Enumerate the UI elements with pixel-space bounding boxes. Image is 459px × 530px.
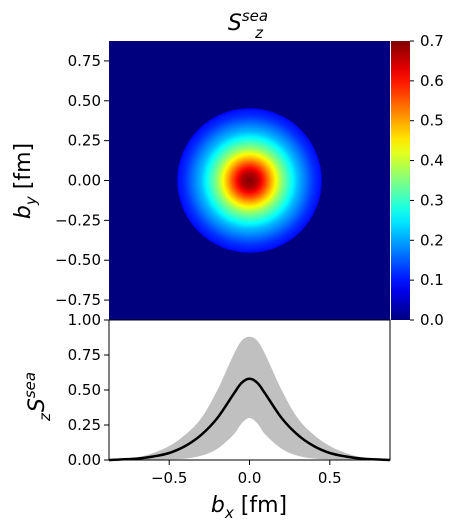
heatmap-y-tick-label: −0.50 [55, 251, 101, 269]
profile-x-label-sub: x [224, 504, 234, 522]
heatmap-y-tick-label: −0.25 [55, 211, 101, 229]
heatmap-y-tick-label: 0.00 [68, 172, 101, 190]
profile-y-ticks: 0.00 0.25 0.50 0.75 1.00 [68, 311, 109, 469]
colorbar-tick-label: 0.0 [420, 311, 444, 329]
heatmap-y-ticks: 0.75 0.50 0.25 0.00 −0.25 −0.50 −0.75 [55, 52, 109, 309]
colorbar-tick-label: 0.6 [420, 72, 444, 90]
profile-central-curve-group [108, 377, 391, 462]
profile-y-tick-label: 0.25 [68, 416, 101, 434]
heatmap-y-tick-label: 0.50 [68, 92, 101, 110]
heatmap-title: Ssea z [228, 7, 268, 42]
profile-panel: 0.00 0.25 0.50 0.75 1.00 −0.5 0.0 0.5 Ssea z b… [21, 311, 391, 522]
profile-y-label-subscript: z [36, 412, 54, 422]
profile-x-label: bx [fm] [211, 493, 287, 522]
heatmap-title-sub: z [254, 24, 264, 42]
colorbar-tick-label: 0.3 [420, 191, 444, 209]
profile-y-label-base: S [25, 398, 50, 412]
profile-y-label-sup: sea [21, 372, 39, 398]
heatmap-y-label-base: b [11, 205, 36, 219]
heatmap-y-label-sub: y [22, 195, 40, 206]
profile-y-label: Ssea [21, 372, 50, 412]
profile-uncertainty-band [109, 336, 390, 461]
heatmap-y-label-unit: [fm] [11, 143, 36, 196]
heatmap-y-label: by [fm] [11, 143, 40, 219]
profile-y-tick-label: 0.50 [68, 381, 101, 399]
profile-x-tick-label: −0.5 [151, 469, 187, 487]
heatmap-y-tick-label: −0.75 [55, 291, 101, 309]
profile-x-label-base: b [211, 493, 225, 518]
profile-central-curve [108, 377, 391, 462]
profile-x-ticks: −0.5 0.0 0.5 [151, 460, 342, 487]
colorbar-tick-label: 0.4 [420, 152, 444, 170]
colorbar-tick-label: 0.5 [420, 112, 444, 130]
profile-y-tick-label: 0.75 [68, 346, 101, 364]
colorbar-tick-label: 0.7 [420, 32, 444, 50]
profile-y-tick-label: 1.00 [68, 311, 101, 329]
profile-uncertainty-band-group [109, 336, 390, 461]
heatmap-y-tick-label: 0.25 [68, 132, 101, 150]
profile-x-tick-label: 0.0 [238, 469, 262, 487]
colorbar-tick-label: 0.1 [420, 271, 444, 289]
colorbar-ticks: 0.0 0.1 0.2 0.3 0.4 0.5 0.6 0.7 [410, 32, 444, 329]
heatmap-density [177, 108, 322, 253]
profile-y-tick-label: 0.00 [68, 451, 101, 469]
colorbar-tick-label: 0.2 [420, 231, 444, 249]
colorbar [391, 41, 410, 320]
heatmap-title-sup: sea [242, 7, 268, 25]
heatmap-panel: Ssea z 0.75 0.50 0.25 0.00 −0.25 −0.50 −0.75 by… [11, 7, 444, 329]
profile-x-tick-label: 0.5 [318, 469, 342, 487]
heatmap-title-base: S [228, 11, 242, 36]
profile-x-label-unit: [fm] [234, 493, 287, 518]
heatmap-y-tick-label: 0.75 [68, 52, 101, 70]
